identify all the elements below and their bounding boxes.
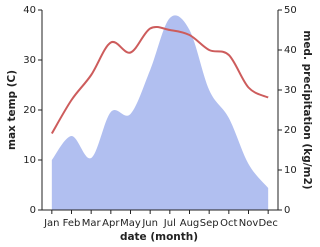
y2-tick-label: 0: [284, 205, 290, 216]
x-tick-label: Mar: [82, 218, 102, 229]
y2-tick-label: 10: [284, 165, 297, 176]
x-tick-label: Sep: [200, 218, 219, 229]
y-tick-label: 10: [23, 155, 36, 166]
x-tick-label: Apr: [102, 218, 120, 229]
x-tick-label: Jun: [141, 218, 158, 229]
y2-tick-label: 50: [284, 5, 297, 16]
x-tick-label: Aug: [180, 218, 200, 229]
y2-axis-title: med. precipitation (kg/m2): [301, 30, 313, 189]
precipitation-area: [51, 15, 269, 211]
y2-tick-label: 30: [284, 85, 297, 96]
y2-tick-label: 20: [284, 125, 297, 136]
y-axis-title: max temp (C): [6, 70, 18, 150]
x-tick-label: Jul: [163, 218, 176, 229]
y-tick-label: 20: [23, 105, 36, 116]
y-tick-label: 0: [30, 205, 36, 216]
x-tick-label: Nov: [239, 218, 259, 229]
y-tick-label: 30: [23, 55, 36, 66]
x-tick-label: Oct: [220, 218, 237, 229]
x-tick-label: Feb: [63, 218, 81, 229]
x-axis-title: date (month): [120, 231, 198, 243]
x-tick-label: Dec: [258, 218, 277, 229]
x-tick-label: May: [120, 218, 141, 229]
temp-line: [50, 26, 269, 135]
y-tick-label: 40: [23, 5, 36, 16]
x-tick-label: Jan: [43, 218, 59, 229]
y2-tick-label: 40: [284, 45, 297, 56]
